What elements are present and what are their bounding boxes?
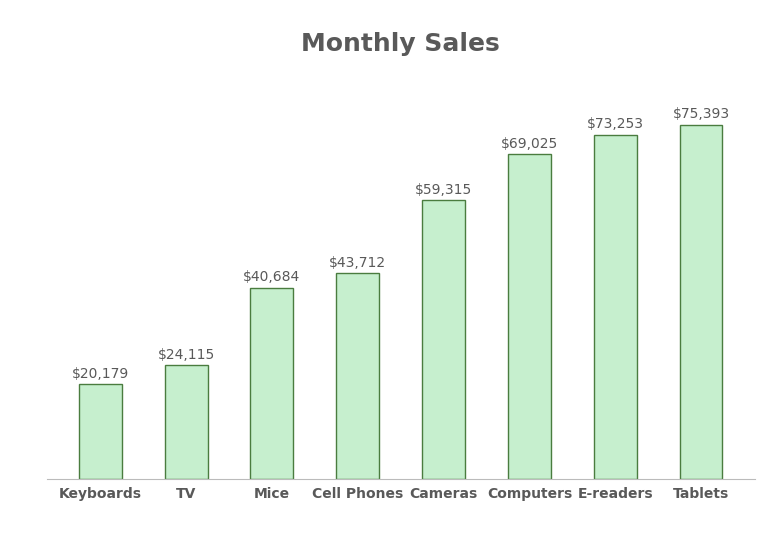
Title: Monthly Sales: Monthly Sales — [301, 33, 500, 57]
Text: $59,315: $59,315 — [415, 183, 472, 197]
Bar — [594, 134, 636, 479]
Text: $75,393: $75,393 — [672, 107, 730, 121]
Bar — [679, 125, 723, 479]
Bar — [251, 288, 293, 479]
Text: $24,115: $24,115 — [157, 348, 215, 362]
Bar — [508, 154, 551, 479]
Text: $43,712: $43,712 — [329, 256, 387, 270]
Text: $73,253: $73,253 — [587, 118, 643, 131]
Text: $40,684: $40,684 — [244, 270, 300, 285]
Bar — [79, 384, 122, 479]
Text: $20,179: $20,179 — [72, 367, 129, 381]
Bar — [336, 273, 379, 479]
Text: $69,025: $69,025 — [501, 137, 558, 151]
Bar — [422, 200, 465, 479]
Bar — [165, 366, 208, 479]
